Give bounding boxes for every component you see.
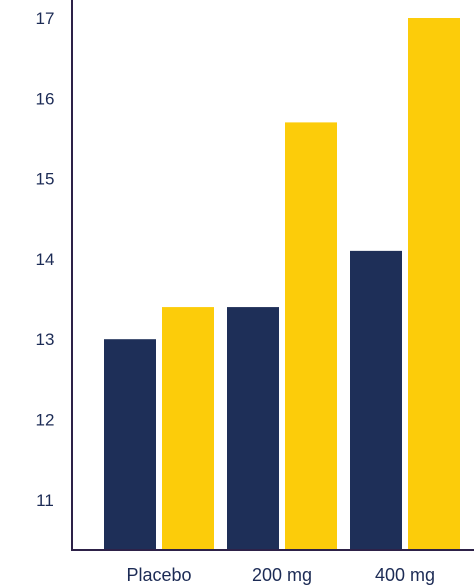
bar-200-mg-series-1 [227,307,279,550]
y-tick-labels: 11 12 13 14 15 16 17 [36,9,55,510]
y-tick-label: 16 [36,89,55,108]
bar-400-mg-series-2 [408,18,460,550]
bar-placebo-series-2 [162,307,214,550]
y-tick-label: 11 [36,491,54,510]
bar-200-mg-series-2 [285,122,337,550]
y-tick-label: 13 [36,330,55,349]
bars [104,18,460,550]
category-label: 200 mg [252,565,312,585]
y-tick-label: 14 [36,250,55,269]
category-label: 400 mg [375,565,435,585]
y-tick-label: 15 [36,170,55,189]
bar-placebo-series-1 [104,339,156,550]
y-tick-label: 17 [36,9,55,28]
bar-400-mg-series-1 [350,250,402,550]
y-tick-label: 12 [36,411,55,430]
category-label: Placebo [126,565,191,585]
category-labels: Placebo 200 mg 400 mg [126,565,435,585]
